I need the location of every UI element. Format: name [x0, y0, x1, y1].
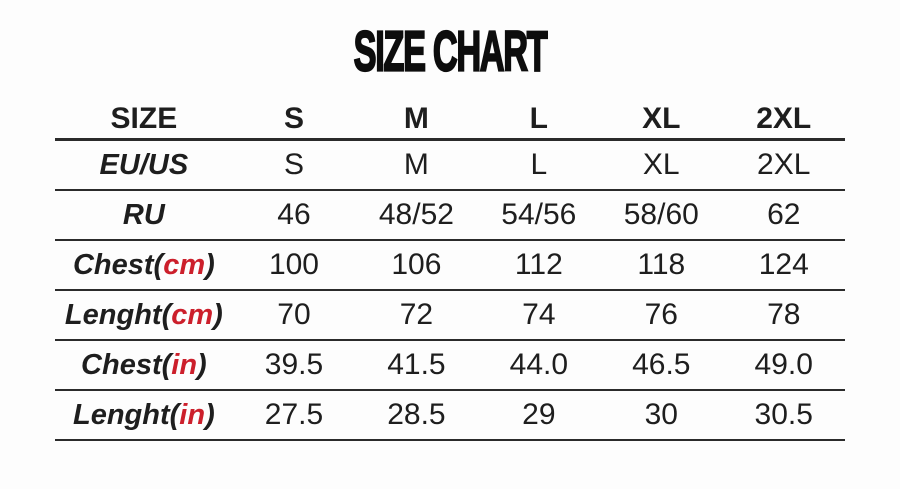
- cell-value: 49.0: [722, 340, 845, 391]
- cell-value: 46.5: [600, 340, 723, 391]
- header-cell: S: [232, 100, 356, 141]
- header-cell: M: [355, 100, 478, 141]
- cell-value: 76: [600, 290, 723, 341]
- cell-value: 29: [477, 390, 601, 441]
- row-label-text: ): [205, 398, 215, 431]
- table-row: Chest(cm) 100 106 112 118 124: [55, 240, 845, 291]
- row-label-unit: in: [179, 398, 206, 431]
- table-row: EU/US S M L XL 2XL: [55, 139, 845, 191]
- cell-value: 100: [232, 240, 356, 291]
- row-label: EU/US: [55, 139, 233, 191]
- row-label-unit: cm: [171, 298, 214, 331]
- cell-value: 78: [722, 290, 845, 341]
- row-label: Chest(in): [55, 340, 233, 391]
- cell-value: XL: [600, 139, 723, 191]
- cell-value: 106: [355, 240, 478, 291]
- header-cell: L: [477, 100, 601, 141]
- cell-value: 28.5: [355, 390, 478, 441]
- row-label-unit: in: [171, 348, 198, 381]
- cell-value: 62: [722, 190, 845, 241]
- table-row: Chest(in) 39.5 41.5 44.0 46.5 49.0: [55, 340, 845, 391]
- table-header: SIZE S M L XL 2XL: [55, 100, 845, 141]
- table-row: RU 46 48/52 54/56 58/60 62: [55, 190, 845, 241]
- row-label-text: ): [205, 248, 215, 281]
- cell-value: 58/60: [600, 190, 723, 241]
- table-row: Lenght(in) 27.5 28.5 29 30 30.5: [55, 390, 845, 441]
- row-label-text: ): [197, 348, 207, 381]
- cell-value: 124: [722, 240, 845, 291]
- cell-value: 44.0: [477, 340, 601, 391]
- header-cell: XL: [600, 100, 723, 141]
- cell-value: 30.5: [722, 390, 845, 441]
- cell-value: M: [355, 139, 478, 191]
- row-label-text: ): [213, 298, 223, 331]
- cell-value: S: [232, 139, 356, 191]
- cell-value: 2XL: [722, 139, 845, 191]
- row-label-text: Chest(: [81, 348, 172, 381]
- cell-value: 41.5: [355, 340, 478, 391]
- table-header-row: SIZE S M L XL 2XL: [55, 100, 845, 141]
- row-label: Chest(cm): [55, 240, 233, 291]
- header-cell: 2XL: [722, 100, 845, 141]
- cell-value: 39.5: [232, 340, 356, 391]
- cell-value: 74: [477, 290, 601, 341]
- title-bar: SIZE CHART: [0, 0, 900, 82]
- row-label: Lenght(in): [55, 390, 233, 441]
- cell-value: 48/52: [355, 190, 478, 241]
- cell-value: 72: [355, 290, 478, 341]
- cell-value: 30: [600, 390, 723, 441]
- row-label-text: Chest(: [72, 248, 164, 281]
- header-cell-size: SIZE: [55, 100, 233, 141]
- row-label: Lenght(cm): [55, 290, 233, 341]
- row-label-text: Lenght(: [72, 398, 180, 431]
- cell-value: 118: [600, 240, 723, 291]
- size-chart-table: SIZE S M L XL 2XL EU/US S M L XL 2XL RU 46 48/52 54/56…: [55, 100, 845, 441]
- table-row: Lenght(cm) 70 72 74 76 78: [55, 290, 845, 341]
- cell-value: 112: [477, 240, 601, 291]
- table-body: EU/US S M L XL 2XL RU 46 48/52 54/56 58/60 62 Chest(…: [55, 139, 845, 441]
- row-label-text: Lenght(: [64, 298, 172, 331]
- cell-value: 27.5: [232, 390, 356, 441]
- row-label-unit: cm: [163, 248, 206, 281]
- cell-value: 54/56: [477, 190, 601, 241]
- cell-value: 46: [232, 190, 356, 241]
- cell-value: L: [477, 139, 601, 191]
- page-title: SIZE CHART: [353, 20, 548, 84]
- row-label: RU: [55, 190, 233, 241]
- cell-value: 70: [232, 290, 356, 341]
